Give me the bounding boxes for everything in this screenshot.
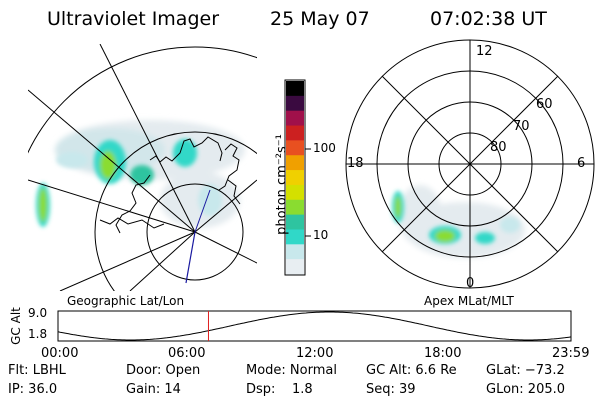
gc-alt-plot: [57, 310, 572, 342]
gc-alt-xtick-2: 12:00: [296, 346, 334, 361]
colorbar-segment: [286, 110, 304, 127]
status-glat: GLat: −73.2: [486, 363, 565, 378]
gc-alt-ytick-low: 1.8: [28, 327, 48, 341]
lat-label-80: 80: [490, 140, 507, 155]
gc-alt-xtick-3: 18:00: [424, 346, 462, 361]
colorbar-segment: [286, 140, 304, 156]
colorbar-label: photon cm⁻²s⁻¹: [274, 134, 290, 235]
colorbar-segment: [286, 199, 304, 216]
status-gc-alt: GC Alt: 6.6 Re: [366, 363, 457, 378]
instrument-title: Ultraviolet Imager: [47, 8, 220, 30]
mlt-label-0: 0: [466, 276, 475, 291]
status-glon: GLon: 205.0: [486, 382, 566, 397]
colorbar-segment: [286, 214, 304, 230]
lat-label-60: 60: [536, 97, 553, 112]
gc-alt-ylabel: GC Alt: [9, 307, 23, 345]
status-filter: Flt: LBHL: [8, 363, 66, 378]
colorbar-segment: [286, 81, 304, 97]
geographic-caption: Geographic Lat/Lon: [67, 294, 185, 308]
date-label: 25 May 07: [270, 8, 370, 30]
satellite-track: [185, 231, 196, 284]
time-label: 07:02:38 UT: [430, 8, 547, 30]
gc-alt-curve: [57, 311, 572, 341]
colorbar-segment: [286, 184, 304, 201]
status-gain: Gain: 14: [126, 382, 181, 397]
colorbar-segment: [286, 125, 304, 141]
gc-alt-xtick-4: 23:59: [552, 346, 590, 361]
colorbar-segment: [286, 259, 304, 275]
lat-label-70: 70: [513, 119, 530, 134]
colorbar-segment: [286, 244, 304, 260]
gc-alt-ytick-high: 9.0: [28, 306, 48, 320]
colorbar-segment: [286, 170, 304, 186]
colorbar-tick-10: 10: [313, 228, 329, 242]
status-ip: IP: 36.0: [8, 382, 58, 397]
mlt-label-18: 18: [347, 156, 364, 171]
colorbar: [284, 79, 311, 276]
colorbar-segment: [286, 95, 304, 112]
colorbar-tick-100: 100: [313, 141, 336, 155]
gc-alt-xtick-1: 06:00: [168, 346, 206, 361]
mlt-label-12: 12: [476, 44, 493, 59]
magnetic-polar-plot: [345, 39, 595, 289]
geographic-map: [28, 44, 257, 291]
apex-caption: Apex MLat/MLT: [424, 294, 514, 308]
gc-alt-xtick-0: 00:00: [41, 346, 79, 361]
status-mode: Mode: Normal: [246, 363, 337, 378]
status-dsp: Dsp: 1.8: [246, 382, 313, 397]
status-seq: Seq: 39: [366, 382, 416, 397]
mlt-label-6: 6: [577, 156, 586, 171]
colorbar-segment: [286, 229, 304, 245]
colorbar-segment: [286, 155, 304, 171]
status-door: Door: Open: [126, 363, 201, 378]
